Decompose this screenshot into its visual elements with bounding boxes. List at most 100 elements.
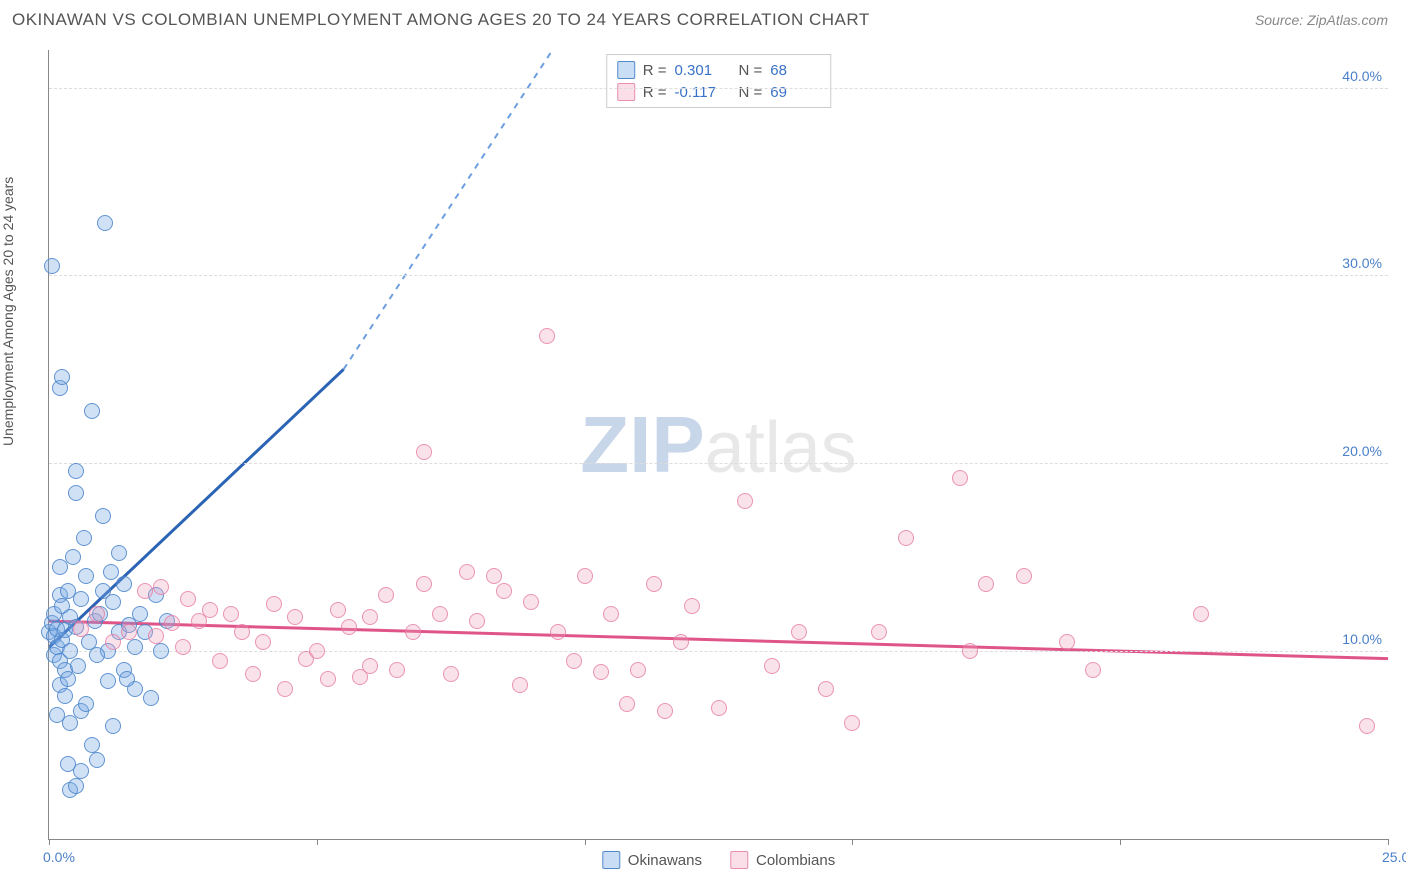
scatter-point	[496, 583, 512, 599]
n-value-colombian: 69	[770, 84, 820, 101]
scatter-point	[389, 662, 405, 678]
scatter-point	[791, 624, 807, 640]
source-label: Source: ZipAtlas.com	[1255, 12, 1388, 28]
scatter-point	[459, 564, 475, 580]
scatter-point	[523, 594, 539, 610]
scatter-point	[619, 696, 635, 712]
scatter-point	[78, 696, 94, 712]
scatter-point	[711, 700, 727, 716]
scatter-point	[234, 624, 250, 640]
scatter-point	[100, 673, 116, 689]
x-tick	[317, 839, 318, 845]
scatter-point	[266, 596, 282, 612]
x-tick	[1388, 839, 1389, 845]
scatter-point	[1016, 568, 1032, 584]
scatter-point	[68, 485, 84, 501]
x-tick	[49, 839, 50, 845]
scatter-point	[330, 602, 346, 618]
scatter-point	[89, 606, 105, 622]
y-tick-label: 20.0%	[1342, 443, 1382, 459]
scatter-point	[68, 778, 84, 794]
y-tick-label: 30.0%	[1342, 255, 1382, 271]
n-value-okinawan: 68	[770, 62, 820, 79]
scatter-point	[1085, 662, 1101, 678]
scatter-point	[164, 615, 180, 631]
scatter-point	[68, 463, 84, 479]
scatter-point	[378, 587, 394, 603]
scatter-point	[577, 568, 593, 584]
y-tick-label: 40.0%	[1342, 68, 1382, 84]
scatter-point	[844, 715, 860, 731]
scatter-point	[212, 653, 228, 669]
scatter-point	[320, 671, 336, 687]
scatter-point	[684, 598, 700, 614]
scatter-point	[898, 530, 914, 546]
scatter-point	[486, 568, 502, 584]
scatter-point	[65, 549, 81, 565]
scatter-point	[416, 576, 432, 592]
y-axis-title: Unemployment Among Ages 20 to 24 years	[0, 177, 16, 446]
scatter-point	[180, 591, 196, 607]
scatter-point	[105, 634, 121, 650]
plot-area: ZIPatlas R = 0.301 N = 68 R = -0.117 N =…	[48, 50, 1388, 840]
gridline	[49, 275, 1388, 276]
scatter-point	[70, 658, 86, 674]
x-tick	[852, 839, 853, 845]
legend-swatch-blue	[602, 851, 620, 869]
scatter-point	[175, 639, 191, 655]
scatter-point	[593, 664, 609, 680]
scatter-point	[737, 493, 753, 509]
scatter-point	[245, 666, 261, 682]
scatter-point	[512, 677, 528, 693]
scatter-point	[657, 703, 673, 719]
scatter-point	[432, 606, 448, 622]
scatter-point	[309, 643, 325, 659]
scatter-point	[73, 621, 89, 637]
scatter-point	[127, 639, 143, 655]
x-tick	[585, 839, 586, 845]
scatter-point	[287, 609, 303, 625]
scatter-point	[818, 681, 834, 697]
legend-item-okinawans: Okinawans	[602, 851, 702, 869]
scatter-point	[111, 545, 127, 561]
scatter-point	[103, 564, 119, 580]
scatter-point	[443, 666, 459, 682]
r-value-colombian: -0.117	[675, 84, 725, 101]
gridline	[49, 651, 1388, 652]
legend-stat-row: R = -0.117 N = 69	[617, 81, 821, 103]
scatter-point	[97, 215, 113, 231]
scatter-point	[673, 634, 689, 650]
scatter-point	[153, 579, 169, 595]
scatter-point	[362, 658, 378, 674]
scatter-point	[54, 369, 70, 385]
scatter-point	[566, 653, 582, 669]
x-tick	[1120, 839, 1121, 845]
legend-series: Okinawans Colombians	[602, 851, 835, 869]
scatter-point	[62, 643, 78, 659]
scatter-point	[277, 681, 293, 697]
legend-swatch-pink	[730, 851, 748, 869]
scatter-point	[539, 328, 555, 344]
scatter-point	[89, 647, 105, 663]
scatter-point	[84, 737, 100, 753]
legend-swatch-blue	[617, 61, 635, 79]
y-tick-label: 10.0%	[1342, 631, 1382, 647]
scatter-point	[76, 530, 92, 546]
scatter-point	[1059, 634, 1075, 650]
scatter-point	[871, 624, 887, 640]
gridline	[49, 88, 1388, 89]
scatter-point	[60, 671, 76, 687]
scatter-point	[143, 690, 159, 706]
correlation-chart: OKINAWAN VS COLOMBIAN UNEMPLOYMENT AMONG…	[0, 0, 1406, 892]
legend-item-colombians: Colombians	[730, 851, 835, 869]
chart-title: OKINAWAN VS COLOMBIAN UNEMPLOYMENT AMONG…	[12, 10, 870, 30]
scatter-point	[202, 602, 218, 618]
scatter-point	[603, 606, 619, 622]
scatter-point	[550, 624, 566, 640]
r-value-okinawan: 0.301	[675, 62, 725, 79]
scatter-point	[44, 258, 60, 274]
scatter-point	[78, 568, 94, 584]
scatter-point	[223, 606, 239, 622]
scatter-point	[255, 634, 271, 650]
scatter-point	[1359, 718, 1375, 734]
